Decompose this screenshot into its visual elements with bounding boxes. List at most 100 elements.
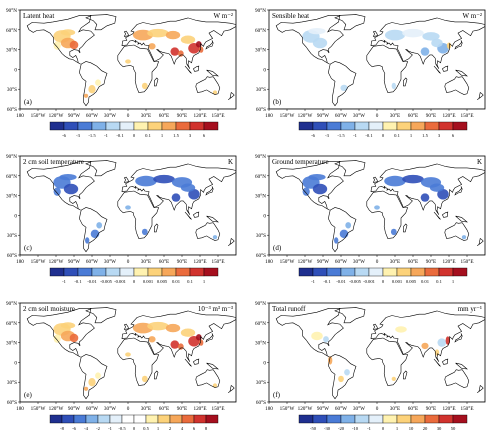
colorbar-swatch	[161, 121, 177, 131]
coastline	[205, 40, 214, 50]
coastline	[184, 358, 192, 367]
data-region	[338, 375, 344, 383]
lon-tick-label: 0	[127, 259, 130, 265]
colorbar-swatch	[410, 414, 426, 424]
data-region	[88, 377, 96, 387]
colorbar-swatch	[105, 267, 121, 277]
coastline	[206, 215, 219, 223]
colorbar-tick-label: -1	[367, 426, 372, 431]
panel-e: 2 cm soil moisture 10⁻³ m³ m⁻³ (e) 90°N 60°N…	[6, 300, 237, 431]
lon-tick-label: 0	[127, 113, 130, 119]
lon-tick-label: 120°E	[442, 258, 455, 265]
lat-tick-label: 60°S	[256, 252, 266, 259]
lon-tick-label: 180	[16, 259, 24, 265]
colorbar-swatch	[105, 121, 121, 131]
lat-tick-label: 30°N	[255, 340, 266, 347]
lat-tick-label: 60°N	[6, 27, 17, 34]
lat-tick-label: 30°S	[7, 86, 17, 93]
colorbar-tick-label: -8	[60, 426, 65, 431]
lon-tick-label: 60°W	[86, 112, 98, 119]
lon-tick-label: 150°E	[460, 112, 473, 119]
lon-tick-label: 150°W	[31, 112, 46, 119]
coastline	[184, 211, 192, 220]
colorbar-swatch	[382, 414, 398, 424]
lon-tick-label: 30°W	[353, 112, 365, 119]
coastline	[79, 207, 108, 253]
data-region	[391, 82, 396, 90]
coastline	[79, 354, 108, 400]
lat-tick-label: 60°N	[6, 320, 17, 327]
lon-tick-label: 90°W	[68, 258, 80, 265]
colorbar-swatch	[73, 414, 87, 424]
data-region	[60, 322, 76, 329]
data-region	[461, 235, 467, 240]
data-region	[83, 386, 89, 391]
coastline	[442, 358, 449, 365]
lon-tick-label: 60°E	[159, 405, 169, 412]
data-region	[212, 383, 218, 388]
lat-tick-label: 0	[14, 67, 17, 73]
colorbar-swatch	[133, 121, 149, 131]
coastline	[334, 14, 366, 31]
colorbar-tick-label: 0	[133, 426, 136, 431]
coastline	[444, 369, 470, 388]
colorbar-swatch	[382, 267, 398, 277]
panel-title: Latent heat	[23, 12, 54, 20]
colorbar-swatch	[169, 414, 183, 424]
data-region	[147, 321, 169, 331]
colorbar-swatch	[340, 121, 356, 131]
colorbar-swatch	[424, 267, 440, 277]
panel-title: Sensible heat	[272, 12, 309, 20]
colorbar-tick-label: -1.5	[88, 133, 96, 138]
colorbar-tick-label: -20	[338, 426, 345, 431]
coastline	[123, 323, 129, 330]
coastline	[334, 160, 366, 177]
colorbar-tick-label: 1	[452, 279, 455, 284]
lon-tick-label: 90°W	[317, 258, 329, 265]
lat-tick-label: 90°N	[255, 300, 266, 307]
colorbar-tick-label: 0.001	[392, 279, 403, 284]
lat-tick-label: 0	[263, 213, 266, 219]
colorbar-tick-label: 1	[157, 426, 160, 431]
lat-tick-label: 60°S	[7, 252, 17, 259]
lat-tick-label: 90°N	[6, 7, 17, 14]
data-region	[212, 90, 218, 95]
map-background	[269, 10, 485, 109]
colorbar-swatch	[119, 267, 135, 277]
lon-tick-label: 90°W	[68, 405, 80, 412]
data-region	[165, 323, 181, 333]
colorbar-tick-label: 0	[382, 133, 385, 138]
coastline	[228, 237, 235, 247]
lon-tick-label: 180	[265, 259, 273, 265]
panel-label: (f)	[273, 391, 281, 399]
lat-tick-label: 90°N	[6, 153, 17, 160]
data-region	[420, 193, 430, 202]
lon-tick-label: 30°W	[353, 258, 365, 265]
coastline	[477, 91, 484, 101]
panel-label: (c)	[24, 244, 32, 252]
data-region	[148, 43, 156, 50]
colorbar-swatch	[203, 121, 219, 131]
data-region	[135, 175, 157, 187]
data-region	[437, 338, 447, 347]
lat-tick-label: 30°S	[7, 379, 17, 386]
coastline	[442, 65, 449, 72]
coastline	[206, 69, 219, 77]
colorbar-tick-label: 0.005	[157, 279, 168, 284]
lon-tick-label: 120°W	[49, 258, 64, 265]
panel-title: 2 cm soil temperature	[23, 158, 84, 166]
lon-tick-label: 120°W	[298, 258, 313, 265]
lon-tick-label: 180	[16, 113, 24, 119]
colorbar-tick-label: 1	[161, 133, 164, 138]
lon-tick-label: 30°E	[390, 405, 400, 412]
colorbar-tick-label: 6	[193, 426, 196, 431]
data-region	[63, 183, 79, 195]
data-region	[125, 205, 131, 210]
coastline	[403, 223, 408, 233]
coastline	[454, 186, 463, 196]
panel-label: (d)	[273, 244, 282, 252]
data-region	[53, 41, 61, 50]
colorbar-tick-label: -1	[108, 426, 113, 431]
data-region	[153, 174, 175, 184]
colorbar-tick-label: 6	[452, 133, 455, 138]
